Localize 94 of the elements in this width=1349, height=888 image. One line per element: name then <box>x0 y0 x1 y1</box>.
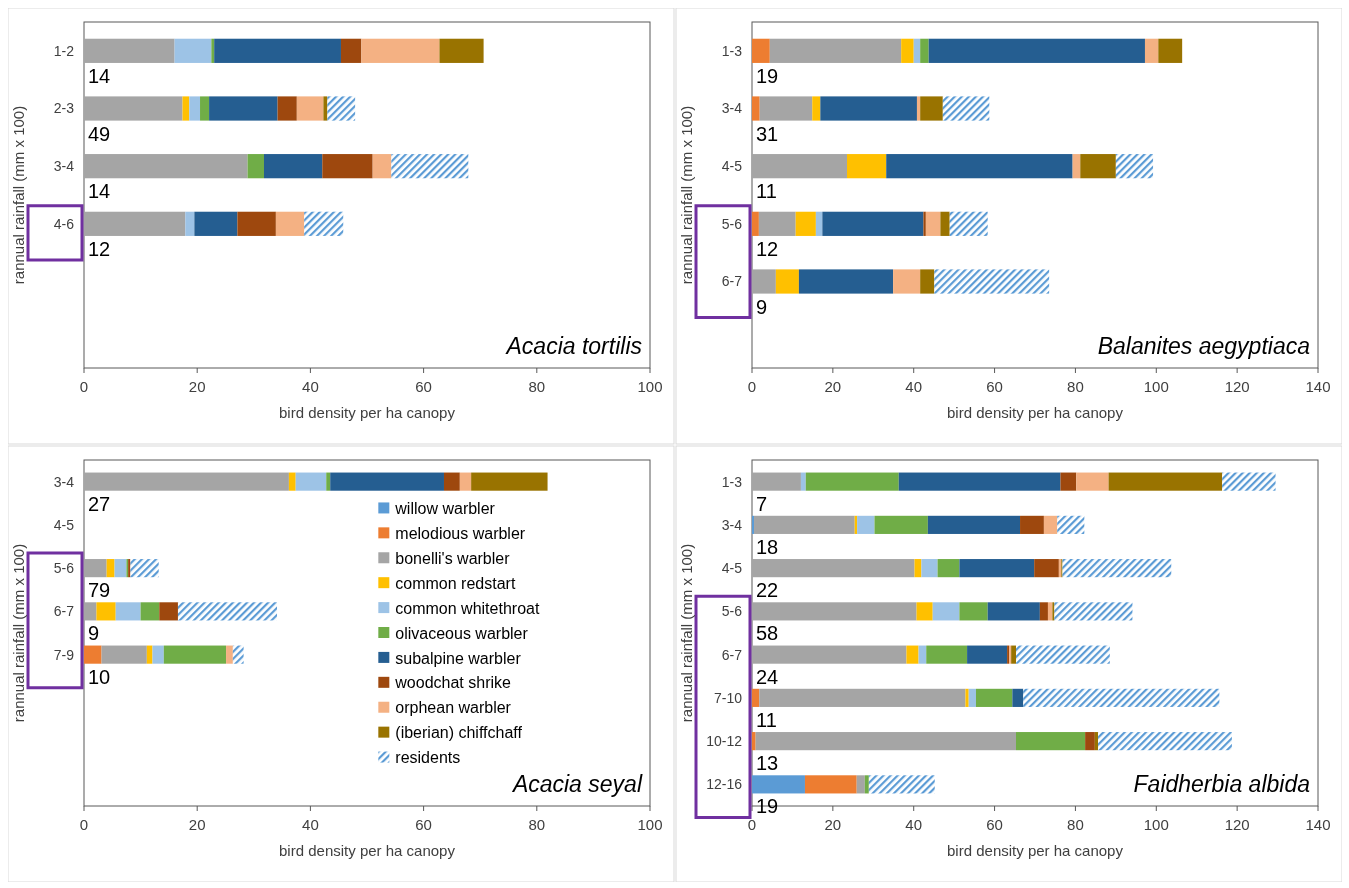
y-tick-label: 4-5 <box>721 560 743 577</box>
annotation: 7 <box>756 492 768 515</box>
x-tick-label: 0 <box>79 816 89 833</box>
x-tick-label: 40 <box>905 378 923 395</box>
x-tick-label: 140 <box>1305 378 1331 395</box>
annotation: 58 <box>756 622 779 645</box>
annotation: 31 <box>756 122 779 145</box>
y-tick-label: 5-6 <box>721 215 743 232</box>
y-tick-label: 6-7 <box>721 646 743 663</box>
x-tick-label: 100 <box>637 816 663 833</box>
annotation: 12 <box>756 237 779 260</box>
x-tick-label: 120 <box>1224 816 1250 833</box>
annotation: 11 <box>756 180 777 203</box>
legend-label: (iberian) chiffchaff <box>395 724 523 742</box>
x-axis-title: bird density per ha canopy <box>947 842 1124 859</box>
x-tick-label: 20 <box>824 378 842 395</box>
annotation: 12 <box>88 237 111 260</box>
x-tick-label: 0 <box>747 816 757 833</box>
x-tick-label: 40 <box>302 816 319 833</box>
legend-label: common redstart <box>395 574 516 592</box>
y-tick-label: 7-9 <box>53 646 75 663</box>
y-tick-label: 3-4 <box>721 516 743 533</box>
x-axis-title: bird density per ha canopy <box>279 842 456 859</box>
annotation: 49 <box>88 122 111 145</box>
y-tick-label: 7-10 <box>713 689 743 706</box>
x-tick-label: 20 <box>824 816 842 833</box>
x-tick-label: 80 <box>1067 816 1084 833</box>
x-tick-label: 60 <box>986 378 1003 395</box>
legend-label: common whitethroat <box>395 599 540 617</box>
y-tick-label: 1-2 <box>53 42 75 59</box>
y-axis-title: rannual rainfall (mm x 100) <box>10 543 27 723</box>
annotation: 27 <box>88 492 111 515</box>
x-tick-label: 80 <box>1067 378 1084 395</box>
text: Acacia tortilis <box>504 333 643 359</box>
legend-label: willow warbler <box>394 500 496 518</box>
annotation: 10 <box>88 665 111 688</box>
y-tick-label: 12-16 <box>706 776 743 793</box>
x-tick-label: 40 <box>302 378 319 395</box>
legend-label: subalpine warbler <box>395 649 522 667</box>
x-tick-label: 60 <box>415 378 432 395</box>
x-tick-label: 80 <box>528 378 546 395</box>
annotation: 9 <box>756 295 768 318</box>
legend-label: olivaceous warbler <box>395 624 529 642</box>
annotation: 13 <box>756 752 779 775</box>
x-tick-label: 60 <box>415 816 432 833</box>
text: Balanites aegyptiaca <box>1097 333 1310 359</box>
annotation: 11 <box>756 708 777 731</box>
y-tick-label: 6-7 <box>53 603 75 620</box>
x-tick-label: 140 <box>1305 816 1331 833</box>
x-tick-label: 120 <box>1224 378 1250 395</box>
annotation: 79 <box>88 579 111 602</box>
legend-label: melodious warbler <box>395 524 526 542</box>
y-tick-label: 3-4 <box>53 158 75 175</box>
y-tick-label: 10-12 <box>706 733 743 750</box>
legend-label: bonelli's warbler <box>395 549 511 567</box>
y-tick-label: 1-3 <box>721 473 743 490</box>
x-tick-label: 0 <box>747 378 757 395</box>
y-tick-label: 4-5 <box>721 158 743 175</box>
y-tick-label: 5-6 <box>53 560 75 577</box>
x-tick-label: 60 <box>986 816 1003 833</box>
annotation: 14 <box>88 64 111 87</box>
x-axis-title: bird density per ha canopy <box>947 404 1124 421</box>
y-tick-label: 6-7 <box>721 273 743 290</box>
annotation: 18 <box>756 535 779 558</box>
x-tick-label: 0 <box>79 378 89 395</box>
x-tick-label: 100 <box>637 378 663 395</box>
x-tick-label: 40 <box>905 816 923 833</box>
annotation: 22 <box>756 579 779 602</box>
annotation: 24 <box>756 665 779 688</box>
y-tick-label: 1-3 <box>721 42 743 59</box>
legend-label: residents <box>395 749 461 767</box>
annotation: 19 <box>756 64 779 87</box>
text: Faidherbia albida <box>1133 771 1310 797</box>
annotation: 9 <box>88 622 100 645</box>
text: Acacia seyal <box>510 771 643 797</box>
annotation: 19 <box>756 795 779 818</box>
x-tick-label: 80 <box>528 816 546 833</box>
y-tick-label: 3-4 <box>721 100 743 117</box>
y-axis-title: rannual rainfall (mm x 100) <box>10 105 27 285</box>
x-tick-label: 20 <box>188 378 206 395</box>
y-tick-label: 5-6 <box>721 603 743 620</box>
x-tick-label: 20 <box>188 816 206 833</box>
annotation: 14 <box>88 180 111 203</box>
y-axis-title: rannual rainfall (mm x 100) <box>678 543 695 723</box>
y-tick-label: 2-3 <box>53 100 75 117</box>
y-tick-label: 3-4 <box>53 473 75 490</box>
x-tick-label: 100 <box>1143 816 1169 833</box>
legend-label: woodchat shrike <box>394 674 512 692</box>
y-tick-label: 4-6 <box>53 215 75 232</box>
y-tick-label: 4-5 <box>53 516 75 533</box>
x-axis-title: bird density per ha canopy <box>279 404 456 421</box>
x-tick-label: 100 <box>1143 378 1169 395</box>
y-axis-title: rannual rainfall (mm x 100) <box>678 105 695 285</box>
legend-label: orphean warbler <box>395 699 512 717</box>
